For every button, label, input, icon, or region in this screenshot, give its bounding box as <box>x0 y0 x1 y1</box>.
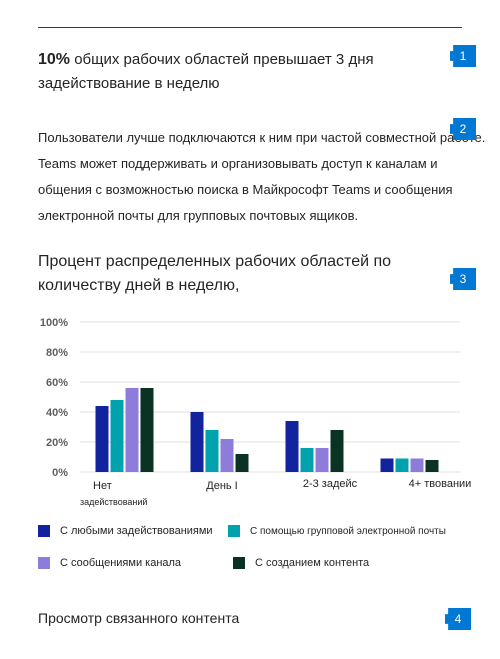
legend-swatch <box>233 557 245 569</box>
x-tick-label-2: День I <box>206 480 238 492</box>
legend-label: С созданием контента <box>255 557 370 569</box>
y-tick-label: 40% <box>46 407 68 419</box>
bar-chart: 0% 20% 40% 60% 80% 100% Нет задействований День… <box>40 317 472 507</box>
bar-3-3 <box>315 448 329 472</box>
y-tick-label: 100% <box>40 317 68 329</box>
bar-4-2 <box>395 458 409 472</box>
callout-marker-4: 4 <box>445 608 471 630</box>
legend-label: С помощью групповой электронной почты <box>250 525 446 537</box>
stat-value: 10% <box>38 51 71 68</box>
y-tick-label: 60% <box>46 377 68 389</box>
bar-1-2 <box>110 400 124 472</box>
x-tick-label-3: 2-3 задейс <box>303 478 358 490</box>
stat-summary: 10% общих рабочих областей превышает 3 д… <box>38 48 418 96</box>
legend-swatch <box>38 525 50 537</box>
bar-2-2 <box>205 430 219 472</box>
y-tick-label: 20% <box>46 437 68 449</box>
legend-label: С любыми задействованиями <box>60 525 213 537</box>
legend-item-content: С созданием контента <box>233 557 369 569</box>
legend-item-any: С любыми задействованиями <box>38 525 213 537</box>
x-tick-label-1b: задействований <box>80 497 147 507</box>
y-tick-label: 80% <box>46 347 68 359</box>
stat-text: общих рабочих областей превышает 3 дня з… <box>38 51 374 92</box>
bar-1-3 <box>125 388 139 472</box>
callout-marker-2: 2 <box>450 118 476 140</box>
legend-item-group-email: С помощью групповой электронной почты <box>228 525 446 537</box>
bar-1-4 <box>140 388 154 472</box>
bar-4-4 <box>425 460 439 472</box>
x-tick-label-4: 4+ твовании <box>409 478 472 490</box>
legend-swatch <box>228 525 240 537</box>
legend-label: С сообщениями канала <box>60 557 182 569</box>
description-text: Пользователи лучше подключаются к ним пр… <box>38 130 486 223</box>
legend-item-channel: С сообщениями канала <box>38 557 181 569</box>
y-tick-label: 0% <box>52 467 68 479</box>
bar-2-3 <box>220 439 234 472</box>
bar-4-3 <box>410 458 424 472</box>
callout-marker-1: 1 <box>450 45 476 67</box>
top-divider <box>38 27 462 28</box>
legend-swatch <box>38 557 50 569</box>
bar-3-4 <box>330 430 344 472</box>
bar-4-1 <box>380 458 394 472</box>
bar-2-4 <box>235 454 249 472</box>
related-content-link[interactable]: Просмотр связанного контента <box>38 610 240 626</box>
bar-3-2 <box>300 448 314 472</box>
bar-1-1 <box>95 406 109 472</box>
bar-2-1 <box>190 412 204 472</box>
chart-title: Процент распределенных рабочих областей … <box>38 253 392 294</box>
bar-3-1 <box>285 421 299 472</box>
x-tick-label-1a: Нет <box>93 480 112 492</box>
callout-marker-3: 3 <box>450 268 476 290</box>
